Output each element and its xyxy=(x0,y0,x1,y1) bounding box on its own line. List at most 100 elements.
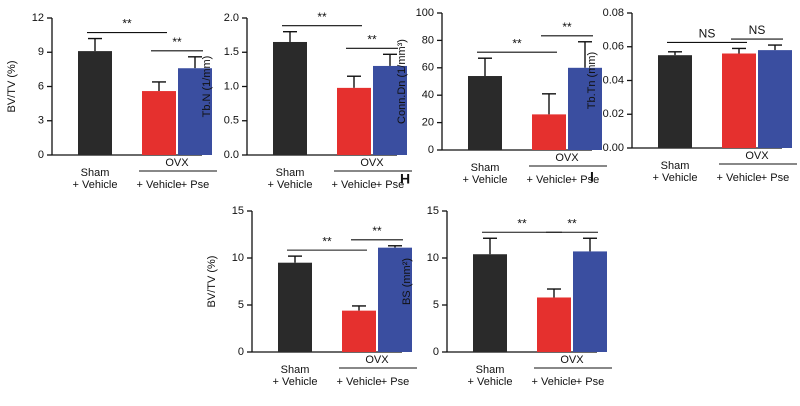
x-tick-label: + Vehicle xyxy=(532,376,577,388)
y-axis-label: Tb.Tn (mm) xyxy=(586,52,598,109)
y-tick-label: 0.00 xyxy=(603,142,624,154)
x-tick-label: + Vehicle xyxy=(332,179,377,191)
y-tick-label: 5 xyxy=(433,299,439,311)
bar xyxy=(178,68,212,155)
x-tick-label: + Vehicle xyxy=(527,174,572,186)
group-label: Sham xyxy=(276,167,305,179)
group-label: Sham xyxy=(281,364,310,376)
significance-label: ** xyxy=(122,17,132,31)
x-tick-label: + Pse xyxy=(761,172,789,184)
y-tick-label: 100 xyxy=(416,7,434,19)
significance-label: ** xyxy=(517,216,527,230)
bar xyxy=(273,41,307,155)
significance-label: ** xyxy=(322,234,332,248)
group-label: OVX xyxy=(560,354,584,366)
bar xyxy=(537,297,571,352)
significance-label: ** xyxy=(512,36,522,50)
y-tick-label: 0 xyxy=(428,144,434,156)
y-tick-label: 80 xyxy=(422,34,434,46)
bar xyxy=(573,251,607,352)
bar xyxy=(142,91,176,155)
group-label: OVX xyxy=(555,152,579,164)
x-tick-label: + Pse xyxy=(381,376,409,388)
x-tick-label: + Vehicle xyxy=(337,376,382,388)
group-label: Sham xyxy=(81,167,110,179)
bar xyxy=(373,65,407,155)
y-tick-label: 2.0 xyxy=(224,12,239,24)
x-tick-label: + Pse xyxy=(376,179,404,191)
y-tick-label: 60 xyxy=(422,62,434,74)
bar xyxy=(722,53,756,148)
significance-label: ** xyxy=(372,224,382,238)
y-tick-label: 12 xyxy=(32,12,44,24)
bar xyxy=(568,67,602,150)
group-label: OVX xyxy=(360,157,384,169)
x-tick-label: + Vehicle xyxy=(717,172,762,184)
panel-label: I xyxy=(590,169,594,185)
group-label: Sham xyxy=(661,160,690,172)
group-label: OVX xyxy=(365,354,389,366)
y-tick-label: 1.0 xyxy=(224,80,239,92)
y-tick-label: 0.06 xyxy=(603,41,624,53)
y-tick-label: 0 xyxy=(38,149,44,161)
significance-label: ** xyxy=(562,20,572,34)
bar xyxy=(78,51,112,155)
y-tick-label: 15 xyxy=(232,205,244,217)
bar xyxy=(758,50,792,148)
y-axis-label: BV/TV (%) xyxy=(206,256,218,308)
y-axis-label: BS (mm²) xyxy=(401,258,413,305)
group-label: Sham xyxy=(471,162,500,174)
bar xyxy=(468,76,502,150)
y-tick-label: 5 xyxy=(238,299,244,311)
y-tick-label: 0.04 xyxy=(603,74,624,86)
y-tick-label: 0 xyxy=(433,346,439,358)
x-tick-label: + Vehicle xyxy=(73,179,118,191)
significance-label: ** xyxy=(367,32,377,46)
y-tick-label: 0.02 xyxy=(603,108,624,120)
significance-label: NS xyxy=(749,23,766,37)
x-tick-label: + Pse xyxy=(576,376,604,388)
y-tick-label: 3 xyxy=(38,115,44,127)
bar xyxy=(473,254,507,352)
y-tick-label: 0.08 xyxy=(603,7,624,19)
x-tick-label: + Pse xyxy=(571,174,599,186)
significance-label: ** xyxy=(172,35,182,49)
y-tick-label: 0 xyxy=(238,346,244,358)
bar xyxy=(378,247,412,352)
x-tick-label: + Pse xyxy=(181,179,209,191)
significance-label: ** xyxy=(317,10,327,24)
y-tick-label: 0.5 xyxy=(224,115,239,127)
x-tick-label: + Vehicle xyxy=(137,179,182,191)
x-tick-label: + Vehicle xyxy=(468,376,513,388)
panel: 0 20 40 60 80 100 Conn.Dn (1/mm³) + Vehicle + Ve… xyxy=(396,7,607,187)
group-label: Sham xyxy=(476,364,505,376)
panel: 0.0 0.5 1.0 1.5 2.0 Tb.N (1/mm) + Vehicle + Veh… xyxy=(201,10,412,191)
x-tick-label: + Vehicle xyxy=(653,172,698,184)
significance-label: NS xyxy=(699,27,716,41)
y-tick-label: 1.5 xyxy=(224,46,239,58)
group-label: OVX xyxy=(165,157,189,169)
group-label: OVX xyxy=(745,150,769,162)
significance-label: ** xyxy=(567,216,577,230)
y-tick-label: 0.0 xyxy=(224,149,239,161)
y-tick-label: 10 xyxy=(232,252,244,264)
y-tick-label: 9 xyxy=(38,46,44,58)
bar xyxy=(342,310,376,352)
y-tick-label: 10 xyxy=(427,252,439,264)
x-tick-label: + Vehicle xyxy=(463,174,508,186)
panel-label: H xyxy=(400,171,410,187)
y-axis-label: Conn.Dn (1/mm³) xyxy=(396,39,408,124)
y-tick-label: 6 xyxy=(38,80,44,92)
bar xyxy=(278,262,312,352)
x-tick-label: + Vehicle xyxy=(268,179,313,191)
y-tick-label: 15 xyxy=(427,205,439,217)
bar xyxy=(532,114,566,150)
x-tick-label: + Vehicle xyxy=(273,376,318,388)
y-axis-label: Tb.N (1/mm) xyxy=(201,56,213,118)
